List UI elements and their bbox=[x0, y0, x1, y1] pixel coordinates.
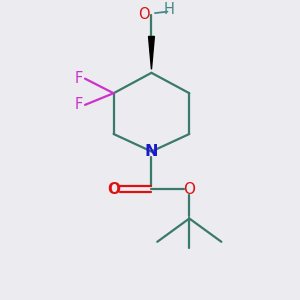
Text: O: O bbox=[107, 182, 120, 197]
Text: F: F bbox=[74, 71, 83, 86]
Text: N: N bbox=[145, 144, 158, 159]
Polygon shape bbox=[148, 36, 154, 69]
Text: F: F bbox=[74, 98, 83, 112]
Text: O: O bbox=[183, 182, 195, 197]
Text: O: O bbox=[138, 7, 150, 22]
Text: H: H bbox=[164, 2, 174, 17]
